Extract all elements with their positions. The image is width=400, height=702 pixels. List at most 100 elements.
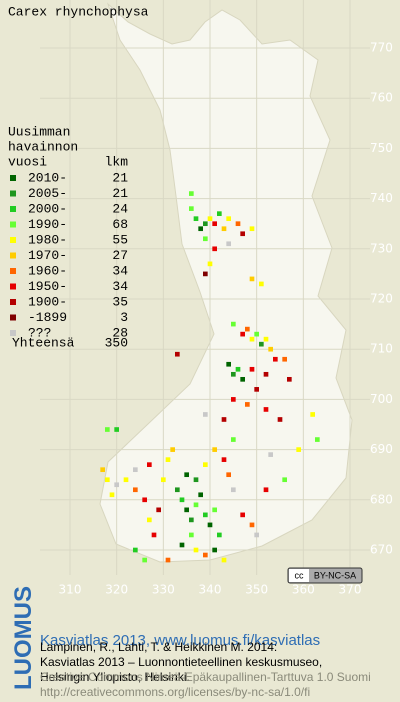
- observation: [259, 341, 264, 347]
- y-tick-label: 690: [370, 442, 393, 456]
- observation: [268, 346, 273, 352]
- observation: [231, 321, 236, 327]
- observation: [203, 552, 208, 558]
- legend-count: 28: [112, 325, 128, 340]
- observation: [133, 487, 138, 493]
- observation: [212, 246, 217, 252]
- cc-badge: cc BY-NC-SA: [287, 567, 363, 584]
- y-tick-label: 740: [370, 191, 393, 205]
- legend-count: 34: [112, 263, 128, 278]
- license-label: BY-NC-SA: [314, 570, 356, 580]
- legend-label: 1900-: [28, 294, 67, 309]
- observation: [189, 206, 194, 211]
- y-tick-label: 730: [370, 241, 393, 255]
- legend-count: 68: [112, 217, 128, 232]
- observation: [170, 447, 175, 452]
- legend-swatch: [10, 283, 16, 290]
- legend-count: 35: [112, 294, 128, 309]
- legend-label: 2000-: [28, 201, 67, 216]
- legend-count-heading: lkm: [105, 154, 129, 169]
- observation: [105, 477, 110, 483]
- atlas-link[interactable]: Kasviatlas 2013, www.luomus.fi/kasviatla…: [40, 632, 320, 649]
- observation: [151, 532, 157, 538]
- observation: [114, 482, 119, 488]
- legend-swatch: [10, 190, 16, 197]
- y-tick-label: 670: [370, 543, 393, 557]
- legend-swatch: [10, 237, 16, 243]
- observation: [245, 402, 250, 407]
- legend-label: ???: [28, 325, 51, 340]
- legend-label: 2010-: [28, 170, 67, 185]
- legend-label: 1980-: [28, 232, 67, 247]
- observation: [184, 472, 189, 478]
- observation: [203, 462, 208, 467]
- observation: [105, 427, 110, 432]
- observation: [221, 557, 227, 563]
- legend-label: 1990-: [28, 217, 67, 232]
- observation: [175, 351, 180, 357]
- x-tick-label: 350: [245, 583, 268, 597]
- observation: [226, 361, 231, 367]
- observation: [226, 216, 231, 222]
- observation: [254, 331, 259, 337]
- y-tick-label: 750: [370, 141, 393, 155]
- observation: [287, 376, 292, 382]
- citation-line: Helsingin Yliopisto, Helsinki.: [40, 670, 190, 684]
- observation: [231, 487, 236, 493]
- legend-label: 1950-: [28, 279, 67, 294]
- legend-swatch: [10, 314, 16, 321]
- observation: [203, 271, 208, 277]
- observation: [133, 547, 138, 553]
- x-tick-label: 340: [199, 583, 222, 597]
- observation: [263, 371, 269, 377]
- observation: [282, 356, 287, 362]
- observation: [221, 417, 227, 422]
- observation: [147, 517, 152, 523]
- observation: [273, 356, 278, 362]
- observation: [240, 512, 245, 518]
- observation: [198, 492, 203, 498]
- legend-swatch: [10, 268, 16, 274]
- observation: [277, 417, 283, 422]
- legend-heading: vuosi: [8, 154, 47, 169]
- observation: [207, 261, 213, 267]
- title: Carex rhynchophysa: [8, 4, 149, 19]
- observation: [161, 477, 166, 483]
- observation: [189, 517, 194, 523]
- observation: [254, 387, 259, 392]
- observation: [226, 472, 231, 478]
- y-tick-label: 680: [370, 492, 393, 506]
- observation: [235, 366, 241, 372]
- observation: [179, 542, 185, 548]
- observation: [189, 532, 194, 538]
- observation: [207, 522, 213, 528]
- legend-count: 3: [120, 310, 128, 325]
- observation: [249, 226, 255, 232]
- legend-count: 21: [112, 186, 128, 201]
- observation: [226, 241, 231, 247]
- observation: [142, 497, 147, 503]
- observation: [189, 191, 194, 196]
- observation: [240, 376, 245, 382]
- observation: [193, 547, 199, 553]
- observation: [268, 452, 273, 457]
- observation: [296, 447, 301, 452]
- observation: [156, 507, 161, 513]
- legend-count: 34: [112, 279, 128, 294]
- brand: LUOMUS: [10, 586, 37, 690]
- observation: [212, 507, 217, 513]
- license-line: http://creativecommons.org/licenses/by-n…: [40, 685, 310, 699]
- observation: [203, 236, 208, 242]
- observation: [231, 371, 236, 377]
- legend-swatch: [10, 330, 16, 336]
- citation-line: Kasviatlas 2013 – Luonnontieteellinen ke…: [40, 655, 322, 669]
- observation: [165, 457, 171, 462]
- legend-count: 27: [112, 248, 128, 263]
- license-line: Creative Commons Nimeä-Epäkaupallinen-Ta…: [40, 670, 371, 684]
- observation: [165, 557, 171, 563]
- legend-swatch: [10, 175, 16, 181]
- observation: [179, 497, 185, 503]
- observation: [217, 211, 222, 216]
